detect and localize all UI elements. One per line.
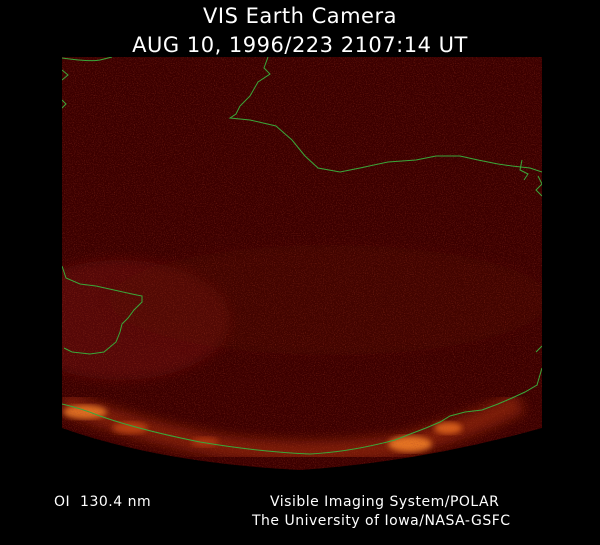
imaged-region [62,57,542,470]
filter-wavelength-label: OI 130.4 nm [54,494,152,510]
observation-timestamp: AUG 10, 1996/223 2107:14 UT [132,33,468,57]
institution-credit: The University of Iowa/NASA-GSFC [252,513,511,529]
coastlines [62,57,542,455]
instrument-credit: Visible Imaging System/POLAR [270,494,500,510]
image-title: VIS Earth Camera [203,4,397,28]
